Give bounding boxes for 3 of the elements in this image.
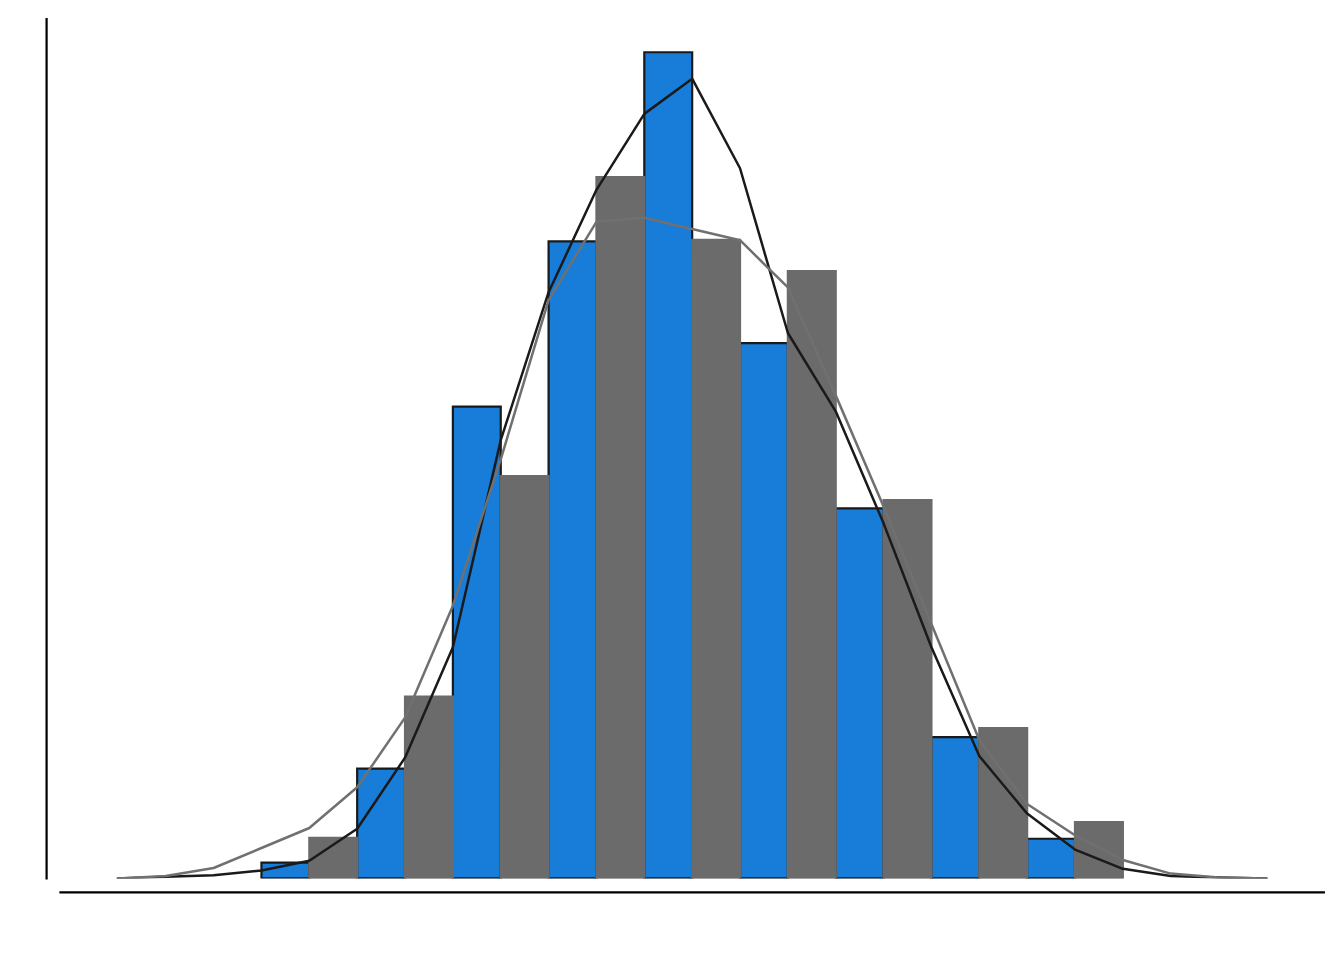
bar	[308, 836, 359, 879]
bar	[499, 474, 550, 879]
bar	[738, 341, 789, 879]
